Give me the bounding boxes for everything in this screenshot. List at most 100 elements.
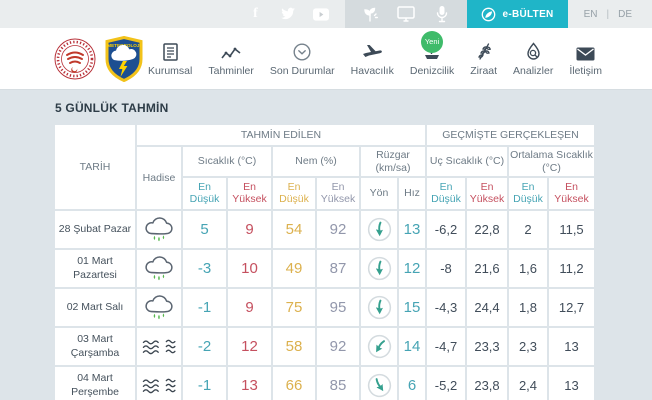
social-links: f — [231, 0, 345, 28]
temp-max: 9 — [228, 289, 271, 326]
date-cell: 28 Şubat Pazar — [55, 211, 135, 248]
nav-item-tahminler[interactable]: Tahminler — [208, 41, 254, 77]
past-min: -8 — [427, 250, 465, 287]
forecast-table: TARİH TAHMİN EDİLEN GEÇMİŞTE GERÇEKLEŞEN… — [53, 123, 596, 400]
subheader-hiz: Hız — [399, 178, 425, 209]
ministry-logo[interactable] — [54, 38, 96, 80]
table-row: 01 Mart Pazartesi -3 10 49 87 12 -8 21,6 … — [55, 250, 594, 287]
facebook-icon[interactable]: f — [253, 6, 258, 21]
nav-label: Denizcilik — [409, 64, 455, 77]
utility-icons — [345, 0, 468, 28]
wind-speed: 13 — [399, 211, 425, 248]
past-min: -6,2 — [427, 211, 465, 248]
col-header-tarih: TARİH — [55, 125, 135, 209]
weather-cell — [137, 211, 181, 248]
hum-min: 54 — [273, 211, 315, 248]
rain-cloud-icon — [141, 294, 177, 321]
temp-max: 12 — [228, 328, 271, 365]
avg-max: 12,7 — [549, 289, 594, 326]
wind-direction-down-left-icon — [362, 329, 396, 363]
main-navbar: METEOROLOJİ Kurumsal Tahminler Son Durum… — [0, 28, 652, 90]
hum-min: 58 — [273, 328, 315, 365]
nav-item-havacilik[interactable]: Havacılık — [351, 41, 394, 77]
subheader-yon: Yön — [361, 178, 397, 209]
chevron-circle-icon — [293, 41, 311, 61]
col-header-ortalama-sicaklik: Ortalama Sıcaklık (°C) — [509, 147, 594, 176]
youtube-icon[interactable] — [313, 6, 330, 22]
envelope-icon — [576, 41, 595, 61]
nav-item-kurumsal[interactable]: Kurumsal — [148, 41, 192, 77]
wheat-icon — [476, 41, 492, 61]
meteoroloji-logo[interactable]: METEOROLOJİ — [104, 35, 144, 82]
wind-dir-cell — [361, 250, 397, 287]
past-max: 22,8 — [467, 211, 507, 248]
avg-max: 13 — [549, 328, 594, 365]
weather-cell — [137, 250, 181, 287]
hum-min: 75 — [273, 289, 315, 326]
group-header-gecmiste: GEÇMİŞTE GERÇEKLEŞEN — [427, 125, 594, 145]
wind-direction-down-icon — [367, 217, 392, 242]
drop-magnifier-icon — [525, 41, 542, 61]
table-row: 28 Şubat Pazar 5 9 54 92 13 -6,2 22,8 2 … — [55, 211, 594, 248]
temp-min: -2 — [183, 328, 226, 365]
twitter-icon[interactable] — [280, 6, 296, 22]
col-header-hadise: Hadise — [137, 147, 181, 209]
date-cell: 04 Mart Perşembe — [55, 367, 135, 400]
microphone-icon[interactable] — [433, 5, 451, 23]
subheader-en-dusuk: En Düşük — [273, 178, 315, 209]
temp-min: -1 — [183, 289, 226, 326]
plane-icon — [362, 41, 383, 61]
past-min: -4,3 — [427, 289, 465, 326]
subheader-en-yuksek: En Yüksek — [549, 178, 594, 209]
wind-speed: 15 — [399, 289, 425, 326]
wind-direction-down-icon — [367, 256, 392, 281]
content-area: 5 GÜNLÜK TAHMİN TARİH TAHMİN EDİLEN GEÇM… — [0, 90, 652, 400]
nav-label: İletişim — [569, 64, 602, 77]
temp-min: -3 — [183, 250, 226, 287]
nav-item-denizcilik[interactable]: Yeni Denizcilik — [409, 30, 455, 77]
subheader-en-dusuk: En Düşük — [509, 178, 547, 209]
nav-item-son-durumlar[interactable]: Son Durumlar — [270, 41, 335, 77]
nav-item-iletisim[interactable]: İletişim — [569, 41, 602, 77]
col-header-sicaklik: Sıcaklık (°C) — [183, 147, 271, 176]
col-header-uc-sicaklik: Uç Sıcaklık (°C) — [427, 147, 507, 176]
avg-min: 2,3 — [509, 328, 547, 365]
subheader-en-dusuk: En Düşük — [427, 178, 465, 209]
rain-cloud-icon — [141, 255, 177, 282]
ebulten-button[interactable]: e-BÜLTEN — [467, 0, 568, 28]
monitor-icon[interactable] — [397, 5, 416, 23]
language-switcher: EN | DE — [568, 0, 652, 28]
ruzgar-line2: (km/sa) — [375, 161, 411, 174]
lang-de[interactable]: DE — [618, 8, 632, 20]
nav-label: Havacılık — [350, 64, 394, 77]
temp-max: 13 — [228, 367, 271, 400]
document-icon — [162, 41, 178, 61]
page-title: 5 GÜNLÜK TAHMİN — [55, 101, 169, 115]
temp-max: 9 — [228, 211, 271, 248]
avg-max: 13 — [549, 367, 594, 400]
table-row: 04 Mart Perşembe -1 13 66 85 6 -5,2 23,8 … — [55, 367, 594, 400]
wind-direction-down-icon — [367, 295, 392, 320]
past-max: 24,4 — [467, 289, 507, 326]
fog-icon — [141, 372, 177, 399]
date-cell: 03 Mart Çarşamba — [55, 328, 135, 365]
weather-cell — [137, 289, 181, 326]
logos: METEOROLOJİ — [54, 35, 144, 82]
nav-item-ziraat[interactable]: Ziraat — [470, 41, 497, 77]
ebulten-leaf-icon — [482, 7, 496, 21]
sprout-icon[interactable] — [361, 5, 379, 23]
past-min: -5,2 — [427, 367, 465, 400]
hum-max: 95 — [317, 289, 359, 326]
col-header-ruzgar: Rüzgar (km/sa) — [361, 147, 425, 176]
avg-max: 11,5 — [549, 211, 594, 248]
top-utility-bar: f e-BÜLTEN EN | DE — [0, 0, 652, 28]
subheader-en-yuksek: En Yüksek — [317, 178, 359, 209]
ebulten-label: e-BÜLTEN — [502, 8, 554, 20]
nav-label: Analizler — [513, 64, 554, 77]
nav-item-analizler[interactable]: Analizler — [513, 41, 553, 77]
wind-dir-cell — [361, 289, 397, 326]
lang-en[interactable]: EN — [583, 8, 598, 20]
hum-max: 85 — [317, 367, 359, 400]
table-row: 03 Mart Çarşamba -2 12 58 92 14 -4,7 23,3… — [55, 328, 594, 365]
group-header-tahmin-edilen: TAHMİN EDİLEN — [137, 125, 425, 145]
